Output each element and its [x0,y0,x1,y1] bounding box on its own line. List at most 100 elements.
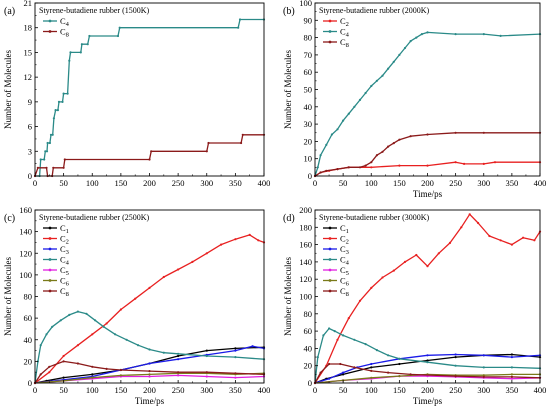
data-point [353,338,356,341]
legend-label-subscript: 8 [66,32,69,39]
data-point [76,310,79,313]
data-point [94,319,97,322]
data-point [69,51,72,54]
data-point [63,158,66,161]
data-point [392,60,395,63]
x-tick-label: 100 [86,385,99,395]
data-point [220,243,223,246]
data-point [488,234,491,238]
legend-label-base: C [340,223,346,233]
plot-frame [314,2,541,177]
data-point [454,356,457,359]
legend-marker [48,30,52,33]
x-tick-label: 400 [534,385,547,395]
data-point [39,158,42,161]
x-tick-label: 200 [143,385,156,395]
legend-label-subscript: 2 [346,239,349,246]
y-tick-label: 12 [24,72,33,82]
y-tick-label: 3 [28,146,32,156]
data-point [325,169,328,172]
data-point [328,377,331,380]
legend-label: C2 [60,234,69,246]
data-point [330,133,333,136]
data-point [387,67,390,70]
legend-label: C1 [60,223,69,235]
legend-label-subscript: 3 [346,249,349,256]
data-point [403,46,407,50]
series-line-c3 [34,345,265,384]
series-line-c8 [314,132,540,177]
series-line-c8 [34,134,264,177]
y-tick-label: 20 [304,136,313,146]
data-point [358,166,362,169]
data-point [62,92,65,95]
data-point [342,373,345,376]
data-point [62,166,65,169]
data-point [118,26,121,29]
legend-label-base: C [340,27,346,37]
data-point [49,133,53,136]
x-tick-label: 300 [200,385,213,395]
legend-marker [48,268,52,272]
data-point [364,164,367,167]
legend-label: C8 [60,27,69,39]
data-point [420,33,423,36]
data-point [148,375,151,378]
data-point [409,373,412,376]
data-point [499,34,502,38]
data-point [105,367,108,370]
data-point [48,365,51,368]
data-point [80,43,83,46]
data-point [85,312,88,315]
data-point [437,252,440,255]
data-point [353,105,356,108]
data-point [48,141,52,145]
legend-label-subscript: 1 [346,228,349,235]
legend-label: C4 [340,255,350,267]
y-tick-label: 100 [299,292,312,302]
data-point [510,353,513,356]
data-point [119,374,122,377]
data-point [347,112,350,115]
data-point [454,161,457,164]
data-point [333,330,336,333]
legend-marker [48,289,52,293]
data-point [370,376,373,379]
data-point [336,128,339,131]
data-point [322,334,325,337]
data-point [148,370,151,373]
panel-label: (b) [283,6,295,17]
legend-marker [48,237,52,240]
data-point [79,51,82,54]
data-point [364,343,367,346]
data-point [150,150,153,153]
data-point [370,369,373,372]
data-point [177,354,180,358]
y-tick-label: 15 [24,47,33,57]
data-point [62,354,65,358]
x-tick-label: 150 [115,178,128,188]
data-point [148,286,151,289]
legend-marker [48,226,52,230]
legend-label-subscript: 8 [346,42,349,49]
y-tick-label: 160 [299,240,312,250]
y-tick-label: 160 [19,205,32,215]
data-point [68,59,71,62]
data-point [398,164,401,167]
data-point [387,354,390,357]
legend-label: C2 [340,16,349,28]
legend-label: C3 [60,244,69,256]
y-tick-label: 20 [304,361,313,371]
data-point [148,373,151,376]
y-axis-label: Number of Molecules [3,257,13,336]
x-tick-label: 100 [365,178,378,188]
data-point [454,131,457,134]
data-point [57,100,61,103]
series-line-c2 [314,213,541,384]
data-point [205,371,208,374]
legend-marker [328,268,332,272]
data-point [162,351,165,354]
panel-label: (a) [4,6,15,17]
data-point [234,238,237,241]
